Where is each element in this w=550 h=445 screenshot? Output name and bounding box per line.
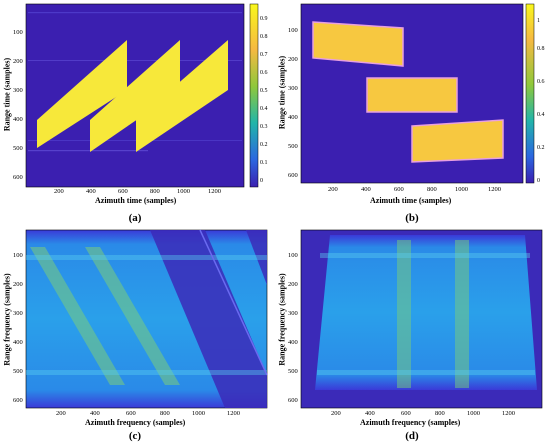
xtick-b-1000: 1000 bbox=[455, 186, 468, 193]
xtick-c-1000: 1000 bbox=[192, 410, 205, 417]
ytick-b-300: 300 bbox=[288, 85, 298, 92]
cbtick-a-5: 0.4 bbox=[260, 106, 268, 112]
spectrum-band-1 bbox=[30, 247, 125, 385]
panel-b: Range time (samples) Azimuth time (sampl… bbox=[275, 0, 550, 225]
cbtick-a-9: 0 bbox=[260, 178, 263, 184]
cbtick-a-2: 0.7 bbox=[260, 52, 268, 58]
ytick-b-100: 100 bbox=[288, 27, 298, 34]
cbtick-b-2: 0.6 bbox=[537, 79, 545, 85]
ytick-d-100: 100 bbox=[288, 252, 298, 259]
xtick-d-1200: 1200 bbox=[502, 410, 515, 417]
xtick-b-400: 400 bbox=[361, 186, 371, 193]
ytick-a-500: 500 bbox=[13, 145, 23, 152]
ylabel-b: Range time (samples) bbox=[277, 55, 287, 130]
ytick-c-600: 600 bbox=[13, 397, 23, 404]
cbtick-b-3: 0.4 bbox=[537, 112, 545, 118]
xtick-a-400: 400 bbox=[86, 188, 96, 195]
xtick-d-200: 200 bbox=[331, 410, 341, 417]
ytick-a-200: 200 bbox=[13, 58, 23, 65]
ytick-b-200: 200 bbox=[288, 56, 298, 63]
cbtick-a-7: 0.2 bbox=[260, 142, 268, 148]
ytick-c-500: 500 bbox=[13, 368, 23, 375]
cbtick-a-6: 0.3 bbox=[260, 124, 268, 130]
ytick-a-100: 100 bbox=[13, 29, 23, 36]
ytick-c-400: 400 bbox=[13, 339, 23, 346]
xtick-c-1200: 1200 bbox=[227, 410, 240, 417]
ylabel-c: Range frequency (samples) bbox=[2, 273, 12, 366]
ytick-a-300: 300 bbox=[13, 87, 23, 94]
xtick-b-800: 800 bbox=[427, 186, 437, 193]
panel-c: Range frequency (samples) Azimuth freque… bbox=[0, 225, 275, 445]
ytick-d-300: 300 bbox=[288, 310, 298, 317]
target-stripe-2 bbox=[90, 40, 180, 152]
xtick-c-200: 200 bbox=[56, 410, 66, 417]
xtick-c-600: 600 bbox=[126, 410, 136, 417]
xtick-a-600: 600 bbox=[118, 188, 128, 195]
image-plot-d bbox=[300, 229, 543, 409]
ytick-d-400: 400 bbox=[288, 339, 298, 346]
xlabel-c: Azimuth frequency (samples) bbox=[85, 418, 186, 427]
cbtick-a-8: 0.1 bbox=[260, 160, 268, 166]
cbtick-b-0: 1 bbox=[537, 18, 540, 24]
xtick-b-600: 600 bbox=[394, 186, 404, 193]
xtick-b-200: 200 bbox=[328, 186, 338, 193]
ylabel-d: Range frequency (samples) bbox=[277, 273, 287, 366]
ytick-c-200: 200 bbox=[13, 281, 23, 288]
spectrum-band-1 bbox=[397, 240, 411, 388]
ytick-b-600: 600 bbox=[288, 172, 298, 179]
colorbar-b bbox=[525, 3, 535, 184]
focused-target-1 bbox=[312, 21, 404, 67]
colorbar-a bbox=[249, 3, 259, 188]
image-plot-c bbox=[25, 229, 268, 409]
focused-target-2 bbox=[366, 77, 458, 113]
cbtick-a-3: 0.6 bbox=[260, 70, 268, 76]
spectrum-band-2 bbox=[85, 247, 180, 385]
xtick-a-200: 200 bbox=[54, 188, 64, 195]
cbtick-a-1: 0.8 bbox=[260, 34, 268, 40]
xtick-c-400: 400 bbox=[90, 410, 100, 417]
ytick-a-600: 600 bbox=[13, 174, 23, 181]
xtick-a-1000: 1000 bbox=[177, 188, 190, 195]
xtick-d-400: 400 bbox=[365, 410, 375, 417]
caption-b: (b) bbox=[405, 212, 419, 224]
image-plot-b bbox=[300, 3, 535, 184]
panel-a: Range time (samples) Azimuth time (sampl… bbox=[0, 0, 275, 225]
ytick-c-300: 300 bbox=[13, 310, 23, 317]
cbtick-b-4: 0.2 bbox=[537, 145, 545, 151]
caption-d: (d) bbox=[405, 430, 419, 442]
panel-d: Range frequency (samples) Azimuth freque… bbox=[275, 225, 550, 445]
xtick-a-800: 800 bbox=[150, 188, 160, 195]
xtick-d-1000: 1000 bbox=[467, 410, 480, 417]
xlabel-a: Azimuth time (samples) bbox=[95, 196, 177, 205]
focused-target-3 bbox=[411, 119, 504, 163]
xtick-a-1200: 1200 bbox=[208, 188, 221, 195]
ytick-d-500: 500 bbox=[288, 368, 298, 375]
spectrum-band-2 bbox=[455, 240, 469, 388]
caption-c: (c) bbox=[128, 430, 142, 442]
cbtick-a-0: 0.9 bbox=[260, 16, 268, 22]
xtick-c-800: 800 bbox=[160, 410, 170, 417]
ylabel-a: Range time (samples) bbox=[2, 57, 12, 132]
target-stripe-3 bbox=[136, 40, 228, 152]
ytick-c-100: 100 bbox=[13, 252, 23, 259]
cbtick-a-4: 0.5 bbox=[260, 88, 268, 94]
ytick-b-500: 500 bbox=[288, 143, 298, 150]
ytick-d-600: 600 bbox=[288, 397, 298, 404]
caption-a: (a) bbox=[128, 212, 142, 224]
ytick-b-400: 400 bbox=[288, 114, 298, 121]
xlabel-d: Azimuth frequency (samples) bbox=[360, 418, 461, 427]
cbtick-b-5: 0 bbox=[537, 178, 540, 184]
image-plot-a bbox=[25, 3, 259, 188]
xtick-d-600: 600 bbox=[401, 410, 411, 417]
xlabel-b: Azimuth time (samples) bbox=[370, 196, 452, 205]
cbtick-b-1: 0.8 bbox=[537, 46, 545, 52]
target-stripe-1 bbox=[37, 40, 127, 148]
ytick-a-400: 400 bbox=[13, 116, 23, 123]
ytick-d-200: 200 bbox=[288, 281, 298, 288]
xtick-d-800: 800 bbox=[435, 410, 445, 417]
xtick-b-1200: 1200 bbox=[488, 186, 501, 193]
